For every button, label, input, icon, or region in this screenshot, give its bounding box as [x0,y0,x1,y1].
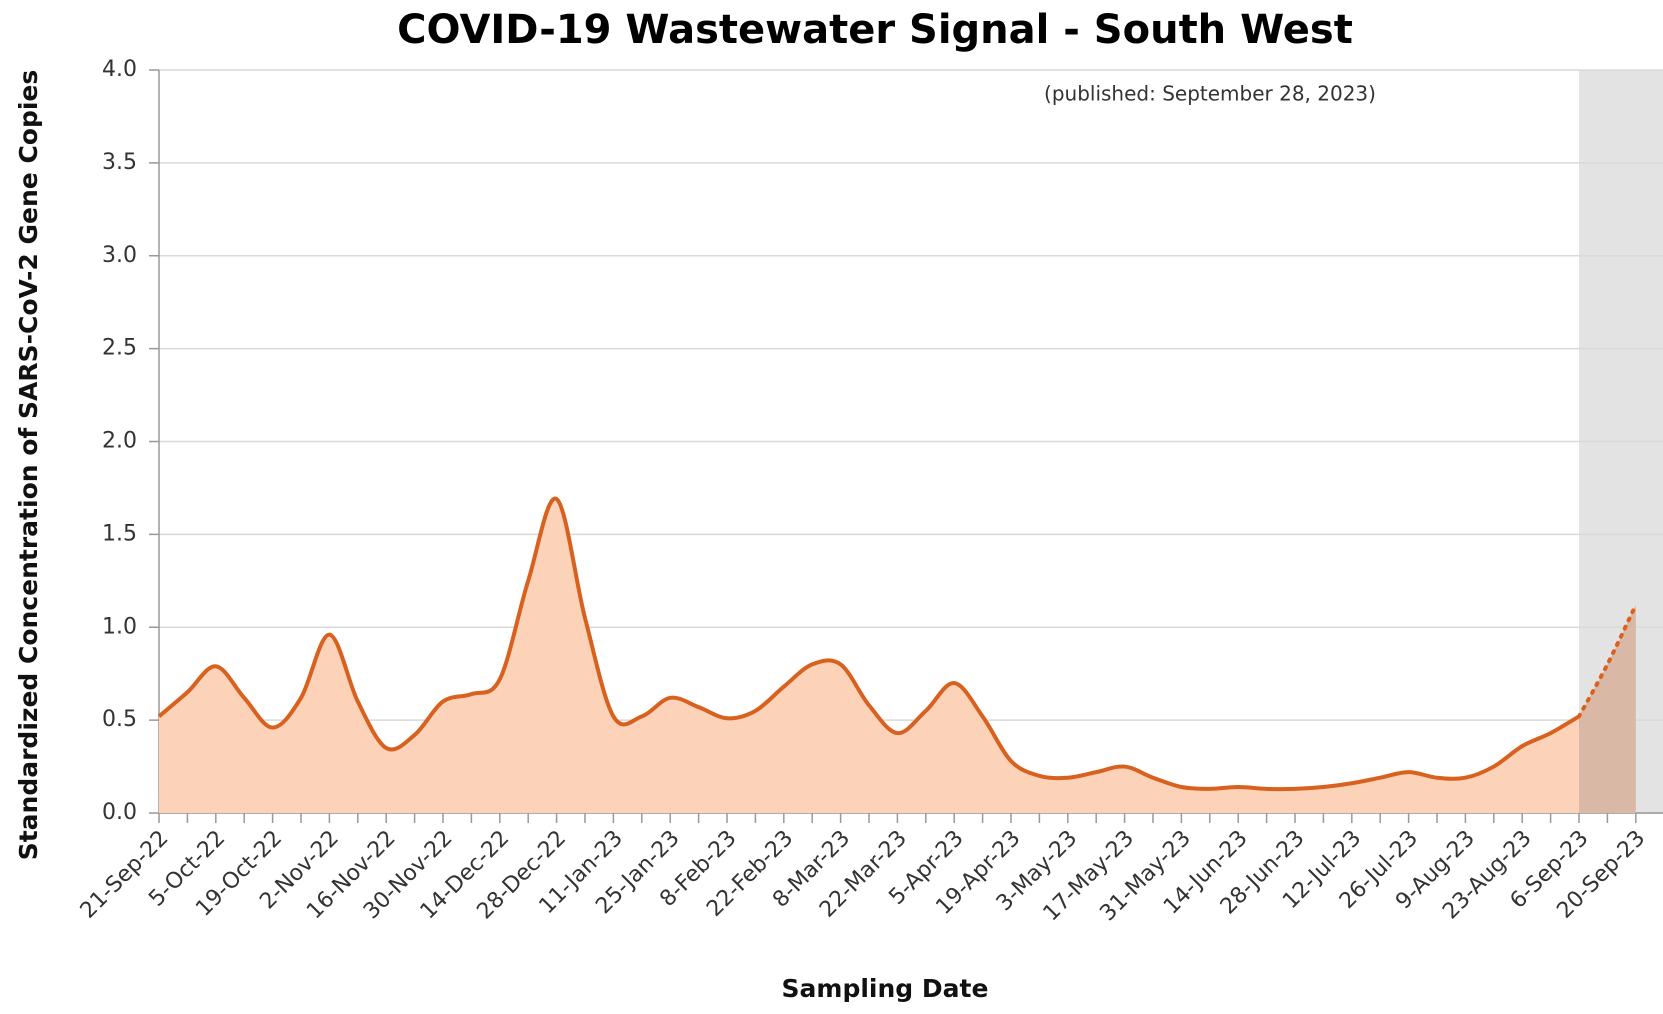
annotation: (published: September 28, 2023) [1044,82,1376,106]
x-axis-title: Sampling Date [782,974,989,1003]
area [159,498,1579,813]
y-tick-label: 4.0 [102,57,137,82]
y-tick-label: 3.0 [102,243,137,268]
line [1577,602,1638,719]
line [157,496,1581,792]
y-tick-label: 1.0 [102,614,137,639]
y-tick-label: 2.0 [102,429,137,454]
chart-title: COVID-19 Wastewater Signal - South West [397,7,1353,53]
y-tick-label: 2.5 [102,336,137,361]
y-tick-label: 0.5 [102,707,137,732]
area [1579,604,1636,813]
y-tick-label: 0.0 [102,800,137,825]
y-tick-label: 3.5 [102,150,137,175]
y-tick-label: 1.5 [102,521,137,546]
y-axis-title: Standardized Concentration of SARS-CoV-2… [14,70,43,861]
